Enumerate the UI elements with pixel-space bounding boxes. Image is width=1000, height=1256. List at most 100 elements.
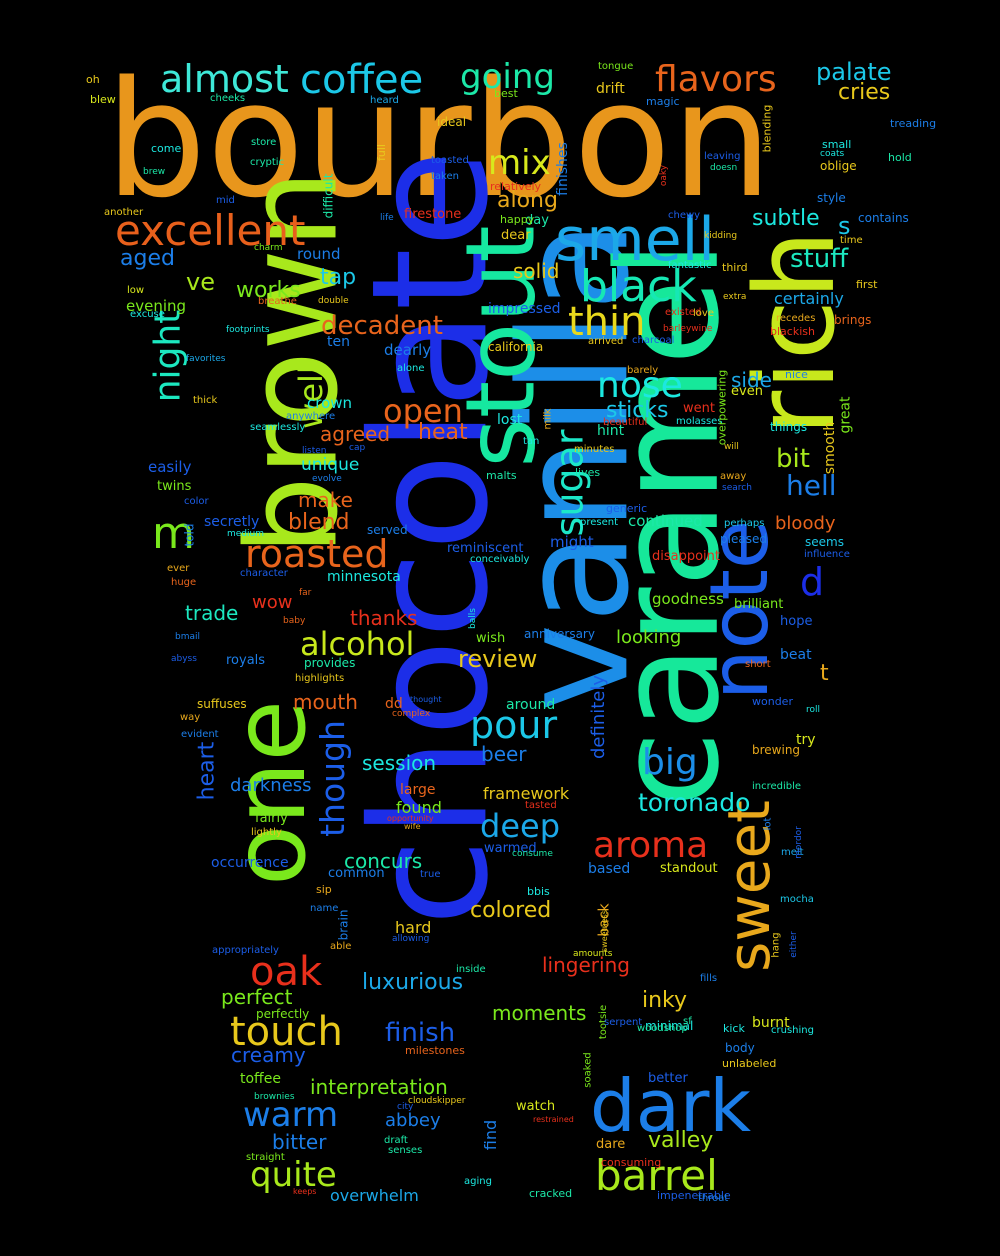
word-81: framework [483, 784, 570, 803]
word-229: either [788, 930, 799, 958]
word-73: moments [492, 1001, 587, 1025]
word-123: common [328, 866, 385, 881]
word-52: bit [776, 444, 810, 474]
word-135: beat [780, 647, 812, 663]
word-150: cheeks [210, 93, 246, 104]
word-268: fantastic [668, 260, 712, 271]
word-263: brings [834, 313, 872, 327]
word-235: perhaps [724, 518, 765, 529]
word-293: coats [820, 149, 845, 159]
word-265: extra [723, 292, 747, 302]
word-273: chewy [668, 210, 701, 221]
word-176: far [299, 588, 312, 598]
word-184: complex [392, 709, 431, 719]
word-231: wonder [752, 695, 793, 708]
word-55: heat [418, 420, 468, 445]
word-57: blend [288, 510, 350, 535]
word-49: solid [513, 259, 560, 283]
word-12: excellent [115, 206, 306, 255]
word-141: brewing [752, 743, 801, 757]
word-201: sweetness [600, 909, 609, 953]
word-118: around [506, 697, 556, 713]
word-94: t [820, 661, 829, 686]
word-283: difficult [320, 173, 335, 219]
word-113: might [550, 533, 594, 551]
word-51: hell [786, 469, 837, 502]
word-206: cloudskipper [408, 1096, 466, 1106]
word-125: standout [660, 861, 718, 876]
word-172: medium [227, 529, 264, 539]
word-213: aging [464, 1176, 492, 1187]
word-154: cryptic [250, 157, 285, 168]
word-187: lightly [251, 827, 282, 838]
word-79: concurs [344, 849, 423, 873]
word-262: blackish [770, 325, 815, 338]
word-131: watch [516, 1099, 556, 1114]
word-128: minimal [645, 1019, 694, 1033]
word-54: sticks [606, 398, 669, 423]
word-237: away [720, 471, 747, 482]
word-105: hint [597, 423, 625, 439]
word-107: dear [501, 228, 531, 243]
word-287: tongue [598, 61, 634, 72]
word-20: cries [838, 80, 891, 105]
word-276: oaky [659, 164, 669, 187]
word-153: come [151, 142, 182, 155]
word-88: goodness [652, 590, 724, 608]
word-30: pour [470, 703, 558, 747]
word-161: breathe [258, 296, 297, 307]
word-255: present [580, 517, 619, 528]
word-58: make [298, 488, 353, 512]
word-248: lives [575, 466, 601, 479]
word-260: existed [665, 307, 702, 318]
word-96: round [297, 245, 341, 263]
word-69: interpretation [310, 1075, 448, 1099]
word-65: darkness [230, 775, 312, 796]
word-259: barleywine [663, 324, 713, 334]
word-112: served [367, 523, 408, 537]
word-240: nice [785, 368, 808, 381]
word-23: thin [568, 299, 646, 345]
word-35: deep [480, 807, 560, 845]
word-225: melt [781, 847, 804, 858]
word-169: cap [349, 443, 366, 453]
word-190: consume [512, 849, 553, 859]
word-68: creamy [231, 1043, 306, 1067]
word-48: tap [320, 265, 357, 290]
word-261: love [693, 308, 714, 319]
word-207: city [397, 1102, 414, 1112]
word-205: brownies [254, 1092, 295, 1102]
word-219: crushing [771, 1025, 814, 1036]
word-142: suffuses [197, 697, 247, 711]
word-40: finish [385, 1018, 456, 1048]
word-256: alone [397, 363, 425, 374]
word-29: alcohol [300, 625, 415, 663]
word-291: oblige [820, 159, 857, 173]
word-143: toffee [240, 1071, 281, 1087]
word-289: leaving [704, 151, 741, 162]
word-17: going [460, 57, 555, 97]
word-253: balls [467, 607, 478, 629]
word-288: blending [760, 104, 773, 153]
word-251: malts [486, 469, 517, 482]
word-166: anywhere [286, 411, 336, 422]
word-159: low [127, 285, 145, 296]
word-232: roll [806, 705, 821, 715]
word-103: impressed [488, 301, 561, 317]
word-132: find [481, 1120, 500, 1151]
word-230: fills [700, 973, 718, 984]
word-27: open [383, 392, 463, 430]
word-59: unique [301, 455, 360, 475]
word-41: though [312, 719, 352, 837]
word-47: aged [120, 246, 175, 271]
word-145: perfectly [256, 1007, 310, 1021]
word-75: valley [648, 1128, 714, 1153]
word-198: allowing [392, 934, 430, 944]
word-13: black [580, 261, 697, 312]
word-247: minutes [574, 444, 615, 455]
word-67: perfect [221, 985, 293, 1009]
word-44: stuff [790, 244, 849, 274]
word-236: search [722, 483, 752, 493]
word-53: side [731, 368, 772, 392]
word-60: trade [185, 601, 239, 625]
